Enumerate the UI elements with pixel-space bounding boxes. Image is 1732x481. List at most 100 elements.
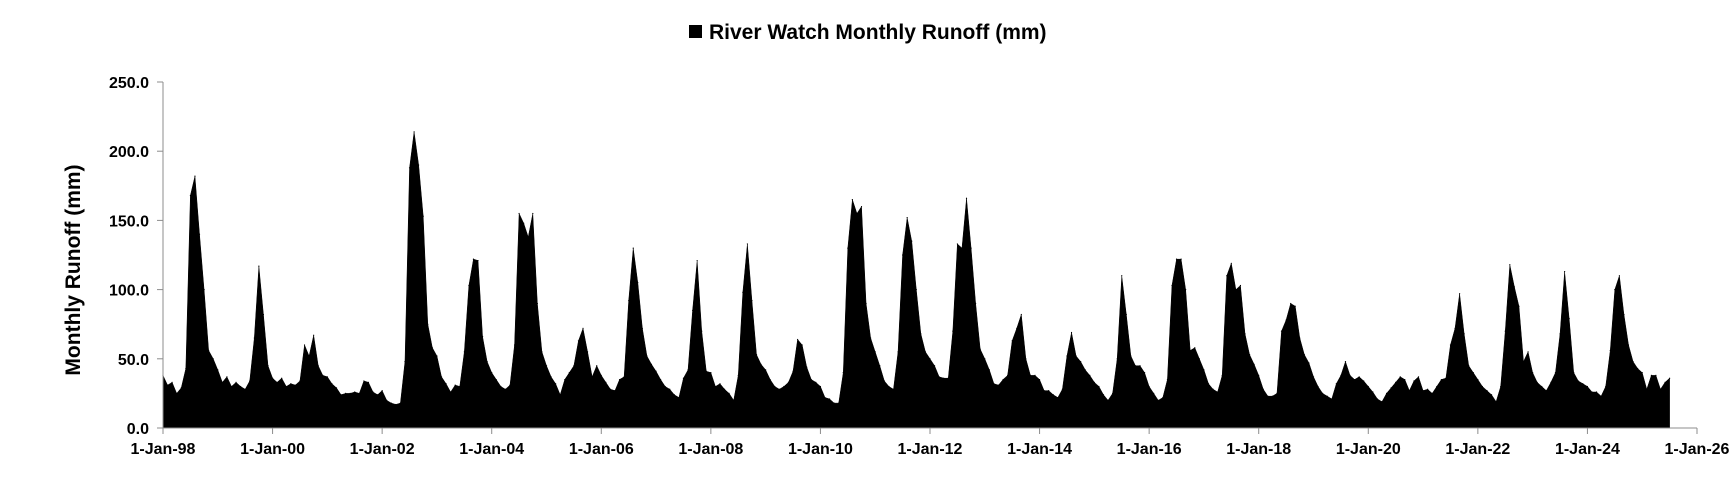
x-tick-label: 1-Jan-10 — [788, 441, 853, 458]
x-tick-label: 1-Jan-00 — [240, 441, 305, 458]
data-point — [1203, 369, 1205, 371]
data-point — [719, 383, 721, 385]
data-point — [445, 383, 447, 385]
legend-swatch — [689, 25, 702, 38]
data-point — [1490, 394, 1493, 396]
data-point — [1641, 372, 1643, 374]
data-point — [1052, 394, 1054, 396]
data-point — [701, 330, 703, 332]
data-point — [180, 387, 182, 389]
data-point — [1637, 367, 1639, 370]
data-point — [1280, 330, 1283, 332]
data-point — [924, 351, 927, 353]
y-tick-label: 100.0 — [109, 283, 149, 300]
data-point — [545, 365, 548, 367]
data-point — [1271, 395, 1274, 397]
data-point — [244, 388, 246, 390]
data-point — [189, 194, 191, 197]
data-point — [1317, 385, 1319, 388]
data-point — [345, 392, 347, 394]
data-point — [1413, 380, 1415, 382]
data-point — [1605, 385, 1607, 388]
data-point — [1276, 392, 1278, 394]
data-point — [1509, 264, 1511, 266]
data-point — [1267, 395, 1269, 397]
data-point — [1034, 374, 1036, 377]
x-tick-label: 1-Jan-20 — [1336, 441, 1401, 458]
data-point — [203, 289, 205, 291]
data-point — [623, 376, 625, 378]
data-point — [637, 282, 639, 284]
x-tick-label: 1-Jan-98 — [131, 441, 196, 458]
data-point — [961, 247, 963, 249]
data-point — [1089, 374, 1091, 377]
data-point — [1445, 377, 1447, 379]
data-point — [226, 376, 228, 378]
data-point — [1166, 378, 1168, 381]
plot-area — [162, 131, 1671, 429]
data-point — [1646, 388, 1648, 390]
data-point — [568, 372, 570, 374]
data-point — [1440, 378, 1442, 381]
data-point — [678, 396, 680, 399]
data-point — [1463, 333, 1465, 335]
data-point — [299, 380, 301, 382]
data-point — [404, 360, 406, 363]
data-point — [536, 302, 538, 305]
x-tick-label: 1-Jan-06 — [569, 441, 634, 458]
data-point — [815, 381, 817, 383]
data-point — [185, 367, 187, 370]
data-point — [171, 381, 173, 383]
data-point — [1431, 392, 1433, 394]
data-point — [1048, 390, 1050, 392]
data-point — [463, 351, 465, 353]
data-point — [1372, 391, 1374, 393]
data-point — [1349, 374, 1351, 377]
data-point — [591, 376, 593, 378]
data-point — [1395, 381, 1397, 383]
data-point — [1623, 313, 1625, 316]
data-point — [194, 175, 196, 177]
data-point — [1143, 372, 1146, 374]
data-point — [1358, 376, 1360, 378]
data-point — [979, 348, 981, 350]
data-point — [943, 377, 945, 379]
data-point — [518, 212, 520, 215]
data-point — [938, 376, 940, 378]
data-point — [947, 377, 949, 379]
data-point — [596, 365, 598, 367]
data-point — [1075, 355, 1077, 357]
data-point — [376, 394, 379, 396]
data-point — [1527, 351, 1529, 353]
data-point — [468, 284, 470, 287]
data-point — [281, 377, 283, 379]
data-point — [1043, 390, 1045, 392]
data-point — [577, 340, 580, 342]
data-point — [285, 385, 287, 388]
data-point — [427, 323, 429, 325]
data-point — [1322, 392, 1324, 394]
data-point — [774, 385, 776, 388]
data-point — [915, 289, 917, 291]
data-point — [290, 383, 292, 385]
data-point — [1627, 344, 1630, 346]
data-point — [198, 233, 201, 235]
data-point — [495, 378, 497, 381]
data-point — [586, 351, 589, 353]
data-point — [892, 388, 895, 390]
data-point — [797, 338, 799, 341]
data-point — [682, 377, 685, 379]
data-point — [440, 376, 443, 378]
x-tick-label: 1-Jan-14 — [1007, 441, 1072, 458]
data-point — [1217, 391, 1219, 393]
data-point — [705, 370, 707, 372]
data-point — [1235, 289, 1237, 291]
x-tick-label: 1-Jan-16 — [1117, 441, 1182, 458]
data-point — [1385, 392, 1388, 394]
data-point — [322, 374, 324, 377]
data-point — [271, 377, 274, 379]
data-point — [408, 167, 411, 169]
data-point — [390, 402, 392, 404]
data-point — [1303, 354, 1305, 356]
